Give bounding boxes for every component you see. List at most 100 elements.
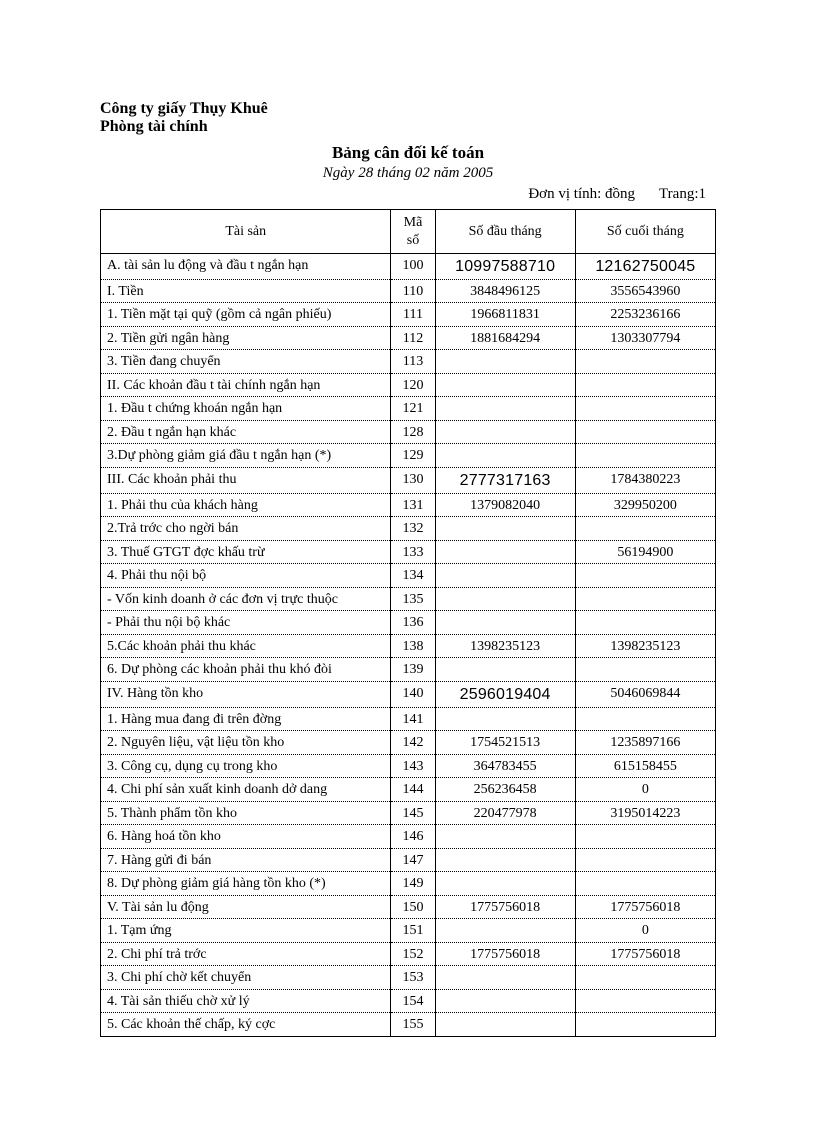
cell-start: 1398235123: [435, 634, 575, 658]
table-row: 2. Chi phí trả trớc152177575601817757560…: [101, 942, 716, 966]
table-row: 4. Tài sản thiếu chờ xử lý154: [101, 989, 716, 1013]
cell-code: 135: [391, 587, 435, 611]
cell-label: 6. Dự phòng các khoản phải thu khó đòi: [101, 658, 391, 682]
table-row: 1. Đầu t chứng khoán ngắn hạn121: [101, 397, 716, 421]
cell-code: 140: [391, 681, 435, 707]
cell-start: [435, 1013, 575, 1037]
cell-end: 615158455: [575, 754, 715, 778]
cell-code: 139: [391, 658, 435, 682]
cell-end: [575, 966, 715, 990]
table-row: 3. Công cụ, dụng cụ trong kho14336478345…: [101, 754, 716, 778]
table-row: 3. Chi phí chờ kết chuyển153: [101, 966, 716, 990]
cell-start: [435, 444, 575, 468]
cell-label: 2.Trả trớc cho ngời bán: [101, 517, 391, 541]
table-row: V. Tài sản lu động1501775756018177575601…: [101, 895, 716, 919]
cell-start: 256236458: [435, 778, 575, 802]
cell-label: - Vốn kinh doanh ở các đơn vị trực thuộc: [101, 587, 391, 611]
cell-end: [575, 848, 715, 872]
cell-label: 2. Chi phí trả trớc: [101, 942, 391, 966]
cell-start: [435, 420, 575, 444]
cell-start: 1966811831: [435, 303, 575, 327]
cell-code: 155: [391, 1013, 435, 1037]
cell-label: 3. Tiền đang chuyển: [101, 350, 391, 374]
table-row: I. Tiền11038484961253556543960: [101, 279, 716, 303]
cell-end: 56194900: [575, 540, 715, 564]
col-header-end: Số cuối tháng: [575, 209, 715, 253]
table-row: 8. Dự phòng giảm giá hàng tồn kho (*)149: [101, 872, 716, 896]
cell-end: 329950200: [575, 493, 715, 517]
cell-code: 112: [391, 326, 435, 350]
cell-label: 5. Các khoản thế chấp, ký cợc: [101, 1013, 391, 1037]
cell-code: 133: [391, 540, 435, 564]
cell-label: 3.Dự phòng giảm giá đầu t ngắn hạn (*): [101, 444, 391, 468]
cell-label: 3. Công cụ, dụng cụ trong kho: [101, 754, 391, 778]
page-root: Công ty giấy Thụy Khuê Phòng tài chính B…: [0, 0, 816, 1123]
doc-title: Bảng cân đối kế toán: [100, 143, 716, 163]
table-row: 1. Hàng mua đang đi trên đờng141: [101, 707, 716, 731]
table-row: 5. Thành phẩm tồn kho1452204779783195014…: [101, 801, 716, 825]
cell-end: [575, 611, 715, 635]
cell-start: 2596019404: [435, 681, 575, 707]
cell-code: 143: [391, 754, 435, 778]
cell-code: 146: [391, 825, 435, 849]
cell-label: 4. Chi phí sản xuất kinh doanh dở dang: [101, 778, 391, 802]
cell-start: [435, 658, 575, 682]
cell-label: III. Các khoản phải thu: [101, 467, 391, 493]
col-header-start: Số đầu tháng: [435, 209, 575, 253]
table-row: 1. Phải thu của khách hàng13113790820403…: [101, 493, 716, 517]
cell-label: 2. Nguyên liệu, vật liệu tồn kho: [101, 731, 391, 755]
cell-end: [575, 350, 715, 374]
cell-end: 2253236166: [575, 303, 715, 327]
cell-end: [575, 872, 715, 896]
cell-code: 100: [391, 253, 435, 279]
cell-end: 1775756018: [575, 895, 715, 919]
table-row: - Phải thu nội bộ khác136: [101, 611, 716, 635]
cell-start: [435, 848, 575, 872]
cell-start: [435, 707, 575, 731]
cell-code: 142: [391, 731, 435, 755]
cell-label: 2. Tiền gửi ngân hàng: [101, 326, 391, 350]
cell-end: [575, 444, 715, 468]
cell-end: [575, 989, 715, 1013]
table-header-row: Tài sản Mã số Số đầu tháng Số cuối tháng: [101, 209, 716, 253]
cell-code: 134: [391, 564, 435, 588]
cell-end: [575, 707, 715, 731]
cell-label: 1. Phải thu của khách hàng: [101, 493, 391, 517]
unit-label: Đơn vị tính: đồng: [528, 186, 635, 202]
cell-code: 129: [391, 444, 435, 468]
cell-start: [435, 966, 575, 990]
table-row: 2.Trả trớc cho ngời bán132: [101, 517, 716, 541]
col-header-asset: Tài sản: [101, 209, 391, 253]
cell-start: 10997588710: [435, 253, 575, 279]
cell-start: 1754521513: [435, 731, 575, 755]
cell-code: 149: [391, 872, 435, 896]
cell-start: [435, 397, 575, 421]
page-number: Trang:1: [659, 186, 706, 202]
table-row: 7. Hàng gửi đi bán147: [101, 848, 716, 872]
cell-code: 111: [391, 303, 435, 327]
cell-label: 5.Các khoản phải thu khác: [101, 634, 391, 658]
table-row: 6. Hàng hoá tồn kho146: [101, 825, 716, 849]
cell-end: [575, 825, 715, 849]
table-row: A. tài sản lu động và đầu t ngắn hạn1001…: [101, 253, 716, 279]
cell-start: [435, 373, 575, 397]
cell-end: 3556543960: [575, 279, 715, 303]
cell-end: 1784380223: [575, 467, 715, 493]
cell-code: 147: [391, 848, 435, 872]
table-row: 5.Các khoản phải thu khác138139823512313…: [101, 634, 716, 658]
table-row: III. Các khoản phải thu13027773171631784…: [101, 467, 716, 493]
cell-start: 1775756018: [435, 895, 575, 919]
cell-label: II. Các khoản đầu t tài chính ngắn hạn: [101, 373, 391, 397]
cell-label: A. tài sản lu động và đầu t ngắn hạn: [101, 253, 391, 279]
cell-end: 0: [575, 919, 715, 943]
cell-label: 4. Phải thu nội bộ: [101, 564, 391, 588]
cell-code: 144: [391, 778, 435, 802]
cell-start: 3848496125: [435, 279, 575, 303]
cell-end: [575, 1013, 715, 1037]
cell-label: 1. Đầu t chứng khoán ngắn hạn: [101, 397, 391, 421]
cell-code: 131: [391, 493, 435, 517]
cell-end: 0: [575, 778, 715, 802]
cell-label: - Phải thu nội bộ khác: [101, 611, 391, 635]
cell-start: 1881684294: [435, 326, 575, 350]
table-row: 6. Dự phòng các khoản phải thu khó đòi13…: [101, 658, 716, 682]
